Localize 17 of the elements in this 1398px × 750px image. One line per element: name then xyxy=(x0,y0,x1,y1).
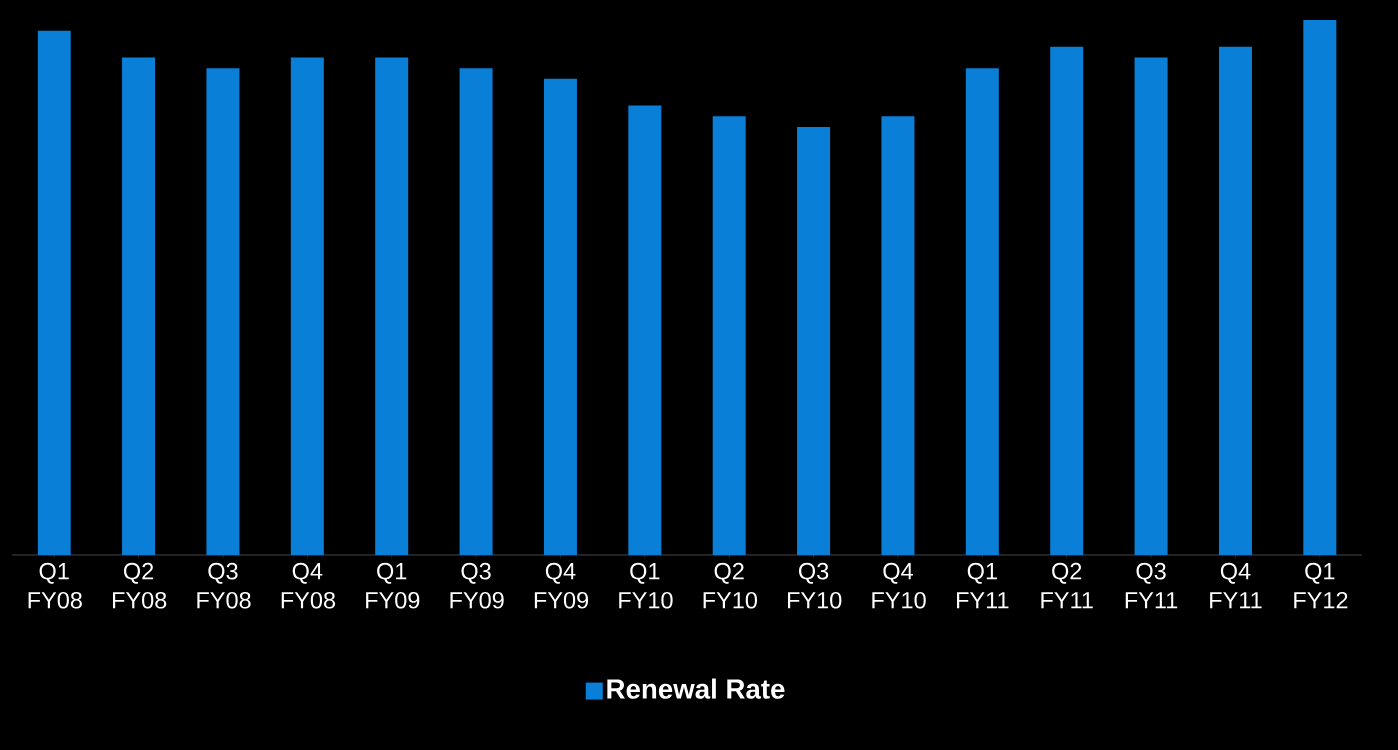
x-tick-label: Q1 FY09 xyxy=(366,562,420,609)
x-tick-label: Q1 FY10 xyxy=(619,562,673,609)
x-tick-label: Q2 FY11 xyxy=(1041,562,1093,609)
x-tick-label: Q4 FY10 xyxy=(872,562,926,609)
legend-label: Renewal Rate xyxy=(607,678,785,699)
x-tick-label: Q4 FY09 xyxy=(534,562,589,609)
x-tick-label: Q3 FY09 xyxy=(450,562,504,609)
x-tick-label: Q1 FY12 xyxy=(1294,562,1348,609)
x-tick-label: Q3 FY11 xyxy=(1125,562,1178,609)
x-tick-label: Q2 FY10 xyxy=(703,562,758,609)
x-tick-label: Q4 FY08 xyxy=(281,562,336,609)
x-tick-label: Q1 FY11 xyxy=(957,562,1009,609)
x-tick-label: Q3 FY08 xyxy=(197,562,251,609)
x-tick-label: Q1 FY08 xyxy=(28,562,82,609)
x-tick-label: Q2 FY08 xyxy=(112,562,167,609)
x-tick-label: Q3 FY10 xyxy=(788,562,842,609)
x-tick-label: Q4 FY11 xyxy=(1210,562,1262,609)
